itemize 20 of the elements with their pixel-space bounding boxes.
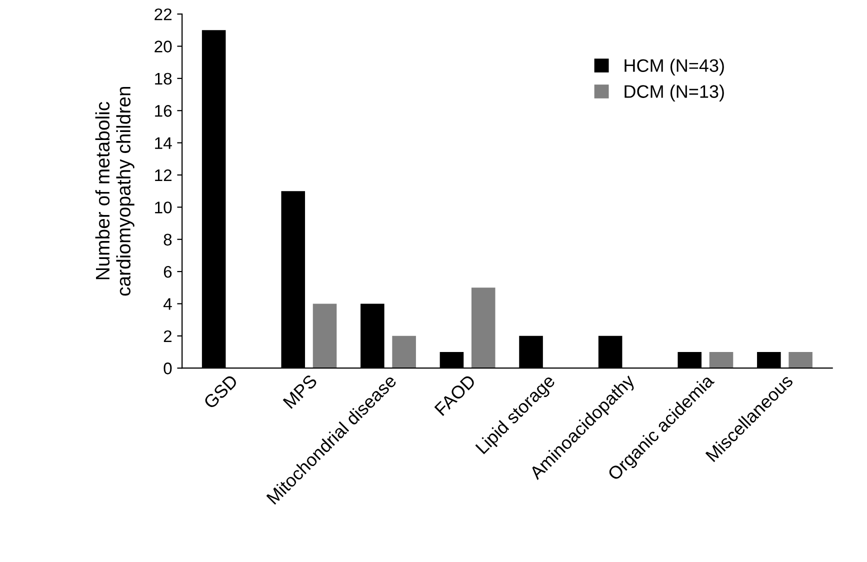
y-tick-label: 20: [154, 40, 172, 52]
bar: [788, 352, 812, 368]
y-tick-label: 12: [155, 169, 172, 182]
y-tick-label: 4: [163, 298, 172, 310]
y-tick-label: 6: [164, 266, 172, 278]
bar: [709, 352, 734, 368]
y-tick-label: 2: [164, 330, 172, 342]
bar: [471, 288, 496, 368]
y-tick-label: 0: [164, 362, 172, 374]
y-tick-label: 18: [155, 72, 172, 85]
y-tick-label: 22: [154, 8, 172, 20]
y-axis-title: Number of metabolic cardiomyopathy children: [95, 86, 134, 296]
y-tick-label: 8: [164, 234, 172, 246]
y-tick-label: 16: [155, 105, 172, 117]
y-tick-label: 14: [155, 137, 172, 149]
bar: [312, 304, 337, 368]
y-tick-label: 10: [155, 202, 172, 214]
legend-label: HCM (N=43): [624, 58, 724, 76]
legend-label: DCM (N=13): [624, 84, 724, 102]
bar: [392, 336, 416, 368]
